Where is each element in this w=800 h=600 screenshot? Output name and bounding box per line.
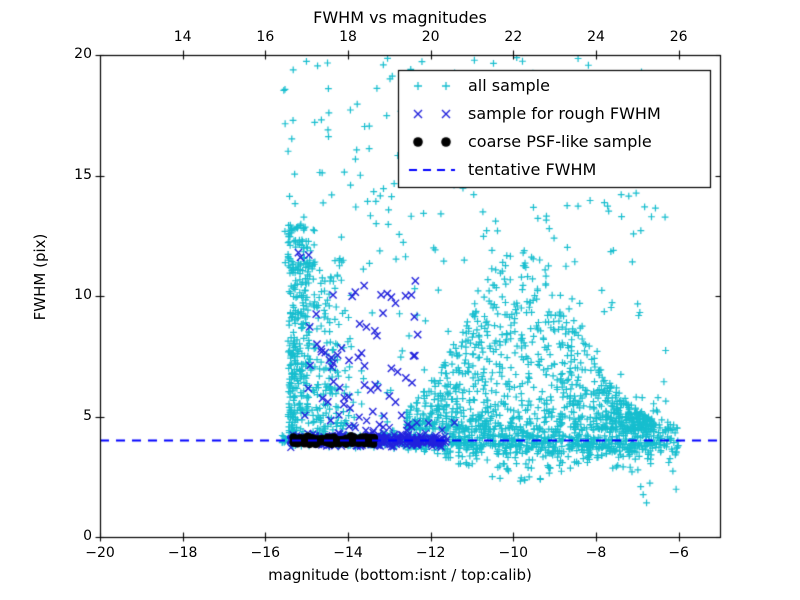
figure-canvas-container: FWHM vs magnitudes magnitude (bottom:isn… <box>0 0 800 600</box>
scatter-plot-canvas[interactable] <box>0 0 800 600</box>
